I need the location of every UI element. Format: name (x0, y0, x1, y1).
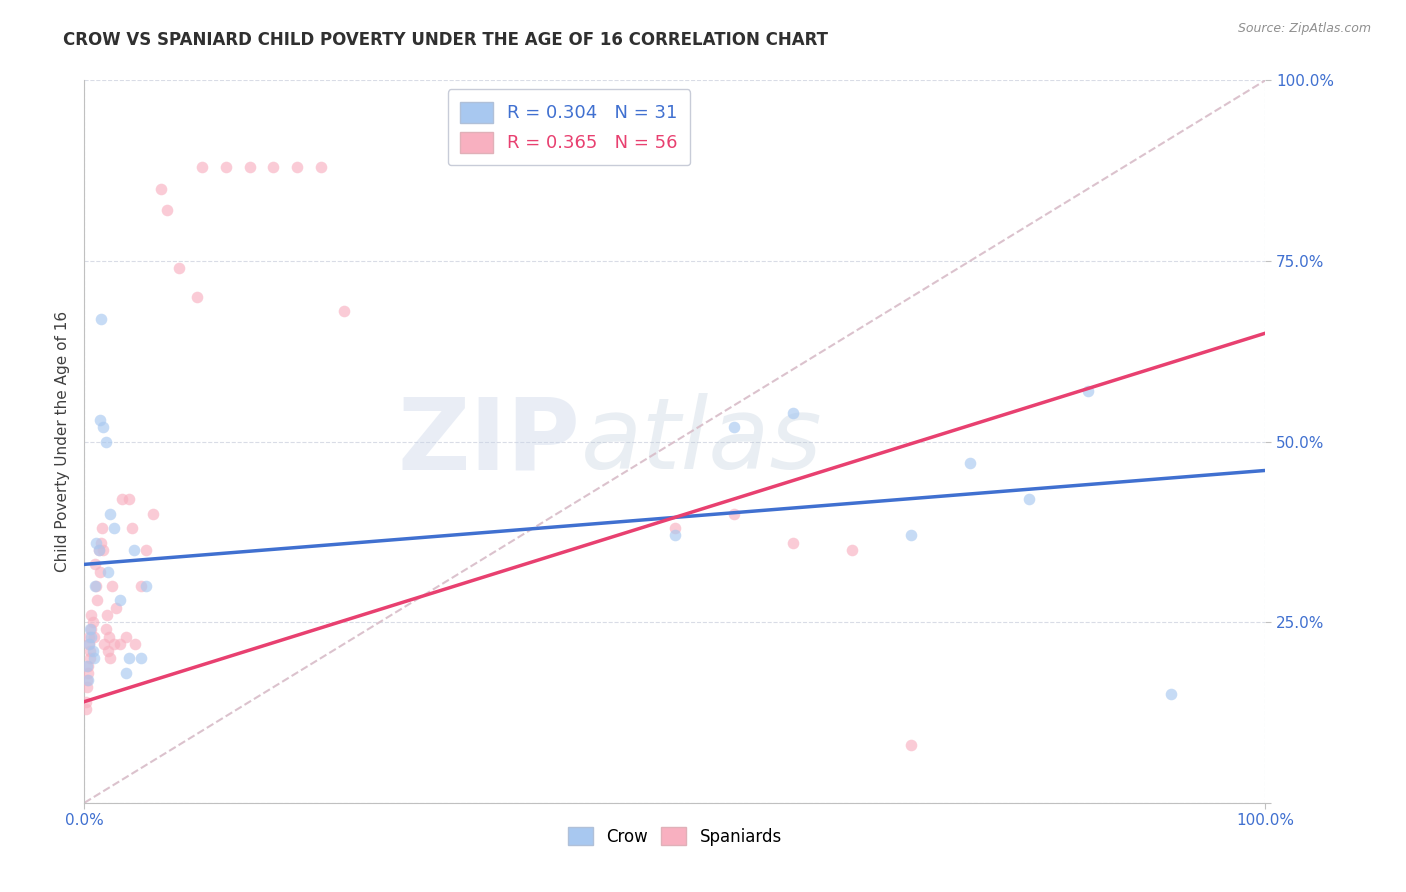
Point (1018, 492, 1040, 507)
Point (100, 579, 122, 593)
Point (87, 542, 110, 557)
Point (98, 651, 121, 665)
Point (76, 680, 98, 694)
Point (333, 304, 356, 318)
Point (91, 420, 114, 434)
Point (167, 261, 190, 276)
Point (77, 665, 100, 680)
Point (90, 311, 112, 326)
Point (87, 542, 110, 557)
Point (841, 542, 863, 557)
Point (77, 637, 100, 651)
Point (98, 630, 121, 644)
Point (90, 535, 112, 549)
Legend: Crow, Spaniards: Crow, Spaniards (561, 821, 789, 852)
Point (98, 507, 121, 521)
Point (82, 615, 104, 630)
Point (1160, 687, 1182, 701)
Point (114, 630, 136, 644)
Point (86, 593, 108, 607)
Point (83, 630, 105, 644)
Point (77, 630, 100, 644)
Text: CROW VS SPANIARD CHILD POVERTY UNDER THE AGE OF 16 CORRELATION CHART: CROW VS SPANIARD CHILD POVERTY UNDER THE… (63, 31, 828, 49)
Point (94, 623, 117, 637)
Point (97, 644, 120, 658)
Point (103, 521, 125, 535)
Point (91, 521, 114, 535)
Point (76, 673, 98, 687)
Point (93, 637, 115, 651)
Point (82, 644, 104, 658)
Point (129, 651, 152, 665)
Point (215, 160, 238, 174)
Text: Source: ZipAtlas.com: Source: ZipAtlas.com (1237, 22, 1371, 36)
Point (83, 651, 105, 665)
Point (122, 542, 145, 557)
Point (77, 658, 100, 673)
Point (959, 456, 981, 470)
Point (84, 535, 107, 549)
Point (664, 528, 686, 542)
Point (79, 651, 101, 665)
Point (262, 160, 284, 174)
Point (191, 160, 214, 174)
Point (782, 406, 804, 420)
Text: ZIP: ZIP (398, 393, 581, 490)
Point (239, 160, 262, 174)
Point (129, 579, 152, 593)
Point (77, 637, 100, 651)
Point (900, 528, 922, 542)
Point (108, 637, 131, 651)
Point (135, 542, 157, 557)
Y-axis label: Child Poverty Under the Age of 16: Child Poverty Under the Age of 16 (55, 311, 70, 572)
Point (723, 507, 745, 521)
Text: atlas: atlas (581, 393, 823, 490)
Point (309, 160, 332, 174)
Point (135, 579, 157, 593)
Point (80, 623, 103, 637)
Point (79, 623, 101, 637)
Point (723, 420, 745, 434)
Point (79, 644, 101, 658)
Point (96, 607, 118, 622)
Point (89, 413, 111, 427)
Point (75, 702, 97, 716)
Point (76, 658, 98, 673)
Point (186, 290, 208, 304)
Point (77, 673, 100, 687)
Point (782, 535, 804, 549)
Point (900, 738, 922, 752)
Point (91, 542, 114, 557)
Point (108, 593, 131, 607)
Point (111, 492, 134, 507)
Point (285, 160, 308, 174)
Point (75, 695, 97, 709)
Point (94, 434, 117, 449)
Point (89, 565, 111, 579)
Point (105, 600, 128, 615)
Point (118, 651, 141, 665)
Point (121, 521, 143, 535)
Point (114, 665, 136, 680)
Point (84, 579, 107, 593)
Point (142, 507, 165, 521)
Point (103, 637, 125, 651)
Point (156, 203, 179, 218)
Point (80, 630, 103, 644)
Point (80, 607, 103, 622)
Point (1077, 384, 1099, 398)
Point (150, 182, 173, 196)
Point (97, 565, 120, 579)
Point (124, 637, 146, 651)
Point (664, 521, 686, 535)
Point (84, 558, 107, 572)
Point (118, 492, 141, 507)
Point (84, 579, 107, 593)
